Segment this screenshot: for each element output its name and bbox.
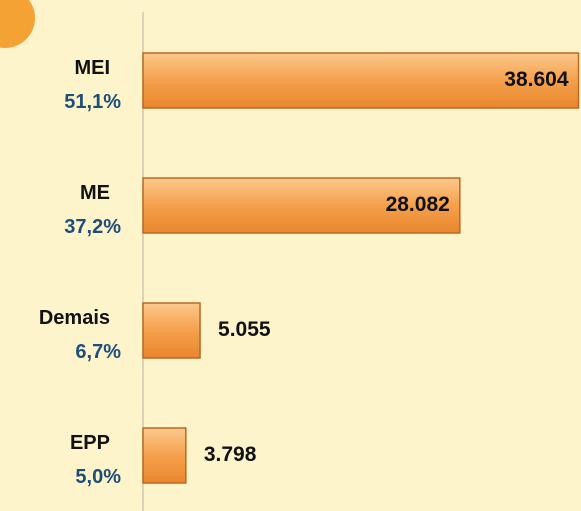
category-label: EPP bbox=[70, 432, 110, 454]
value-label: 5.055 bbox=[218, 318, 271, 341]
share-label: 37,2% bbox=[64, 216, 121, 238]
value-label: 28.082 bbox=[386, 193, 450, 216]
value-label: 38.604 bbox=[504, 68, 569, 91]
value-label: 3.798 bbox=[204, 443, 257, 466]
share-label: 5,0% bbox=[75, 466, 121, 488]
category-label: Demais bbox=[39, 307, 110, 329]
corner-decoration bbox=[0, 0, 35, 48]
bar bbox=[142, 52, 580, 109]
category-label: ME bbox=[80, 182, 110, 204]
share-label: 6,7% bbox=[75, 341, 121, 363]
category-label: MEI bbox=[74, 57, 110, 79]
bar bbox=[142, 427, 187, 484]
bar bbox=[142, 302, 201, 359]
bar bbox=[142, 177, 461, 234]
share-label: 51,1% bbox=[64, 91, 121, 113]
